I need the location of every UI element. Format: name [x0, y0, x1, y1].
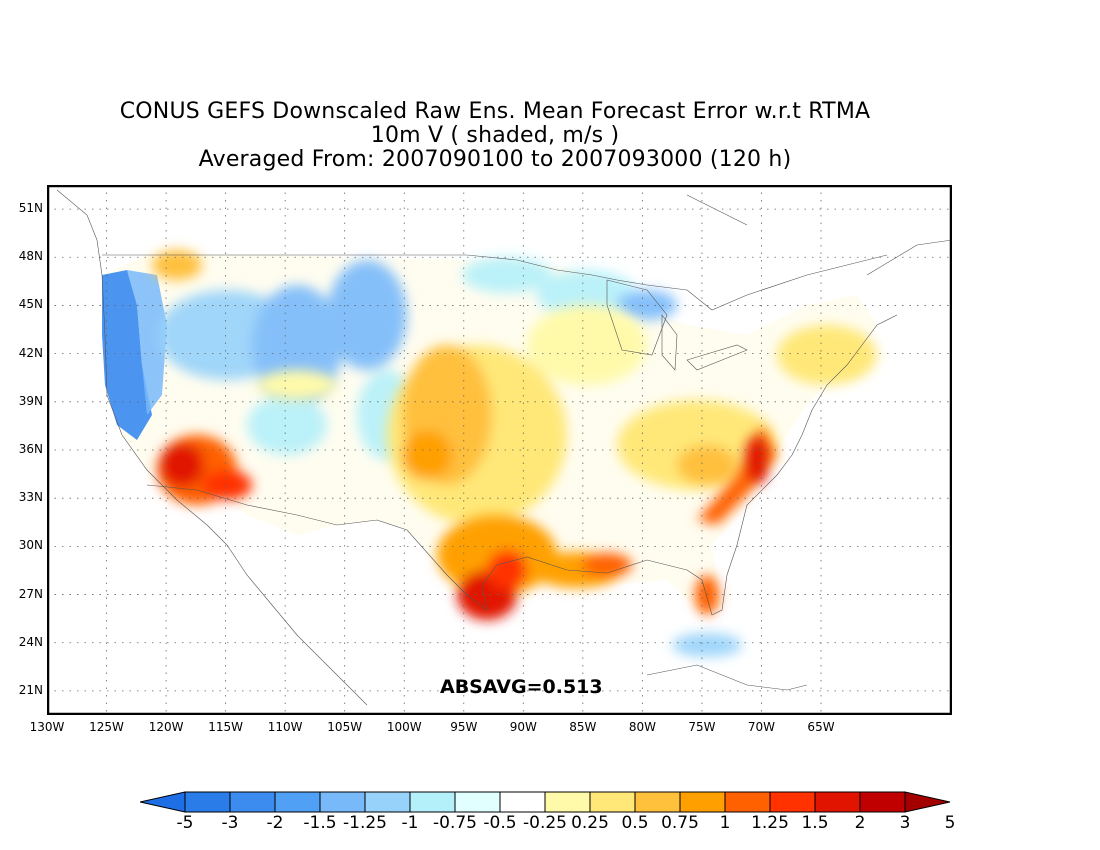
colorbar-tick-label: -0.5	[483, 813, 517, 833]
lon-tick-label: 70W	[747, 720, 776, 734]
colorbar-tick-label: 0.75	[661, 813, 699, 833]
colorbar-tick-label: -1.5	[303, 813, 337, 833]
us-mexico-border	[146, 484, 488, 611]
colorbar-segment	[859, 791, 906, 813]
lat-tick-label: 42N	[18, 345, 43, 360]
map-title: CONUS GEFS Downscaled Raw Ens. Mean Fore…	[0, 100, 990, 172]
lat-tick-label: 27N	[18, 586, 43, 601]
shaded-field	[102, 250, 877, 657]
lon-tick-label: 130W	[29, 720, 65, 734]
coastline-and-borders	[56, 189, 952, 706]
colorbar-segment	[904, 791, 950, 813]
lon-tick-label: 105W	[327, 720, 363, 734]
colorbar-segment	[319, 791, 366, 813]
colorbar-segment	[724, 791, 771, 813]
lat-tick-label: 48N	[18, 249, 43, 264]
absavg-label: ABSAVG=0.513	[440, 676, 603, 698]
lat-tick-label: 36N	[18, 442, 43, 456]
lon-tick-label: 85W	[569, 720, 597, 734]
lat-tick-label: 30N	[18, 538, 43, 553]
lon-tick-label: 90W	[509, 720, 537, 734]
map-panel	[47, 185, 952, 715]
colorbar-segment	[409, 791, 456, 813]
colorbar-tick-label: 0.25	[571, 813, 609, 833]
colorbar-tick-label: -0.25	[523, 813, 567, 833]
colorbar	[140, 791, 950, 813]
lon-tick-label: 75W	[688, 720, 716, 734]
colorbar-tick-label: -0.75	[433, 813, 477, 833]
map-canvas	[47, 185, 952, 715]
us-canada-border	[102, 254, 888, 311]
lat-tick-label: 24N	[18, 634, 43, 649]
colorbar-tick-label: 1.5	[801, 813, 829, 833]
colorbar-segment	[499, 791, 546, 813]
lon-tick-label: 100W	[386, 720, 422, 734]
colorbar-segment	[679, 791, 726, 813]
lat-tick-label: 33N	[18, 490, 43, 505]
colorbar-tick-label: -5	[176, 813, 194, 833]
canada-maritimes	[866, 239, 952, 276]
colorbar-segment	[769, 791, 816, 813]
lon-tick-label: 110W	[267, 720, 303, 734]
yucatan-cuba	[646, 664, 808, 691]
colorbar-tick-label: 1.25	[751, 813, 789, 833]
colorbar-tick-label: -1	[401, 813, 419, 833]
grid-lines	[47, 185, 952, 715]
lat-tick-label: 51N	[18, 201, 43, 216]
title-line-1: CONUS GEFS Downscaled Raw Ens. Mean Fore…	[119, 99, 871, 124]
colorbar-segment	[544, 791, 591, 813]
pacific-coast-shade	[102, 270, 152, 440]
map-border	[47, 185, 952, 715]
colorbar-tick-label: 2	[854, 813, 866, 833]
title-line-3: Averaged From: 2007090100 to 2007093000 …	[198, 147, 792, 172]
colorbar-segment	[274, 791, 321, 813]
gulf-coastline	[481, 314, 898, 616]
colorbar-segment	[589, 791, 636, 813]
colorbar-segment	[814, 791, 861, 813]
colorbar-tick-label: 0.5	[621, 813, 649, 833]
lake-erie	[686, 344, 748, 371]
colorbar-tick-label: 5	[944, 813, 956, 833]
colorbar-segment	[634, 791, 681, 813]
colorbar-tick-label: -3	[221, 813, 239, 833]
lon-tick-label: 125W	[89, 720, 124, 734]
lon-tick-label: 120W	[148, 720, 184, 734]
lat-tick-label: 39N	[18, 393, 43, 408]
title-line-2: 10m V ( shaded, m/s )	[370, 123, 620, 148]
lon-tick-label: 115W	[208, 720, 243, 734]
colorbar-segment	[364, 791, 411, 813]
colorbar-segment	[454, 791, 501, 813]
lake-michigan	[661, 314, 678, 371]
colorbar-tick-label: 1	[719, 813, 731, 833]
colorbar-tick-label: 3	[899, 813, 911, 833]
great-lakes-outline	[606, 279, 668, 356]
colorbar-tick-label: -1.25	[343, 813, 387, 833]
colorbar-segment	[229, 791, 276, 813]
pacific-inland-shade	[127, 270, 167, 415]
coastline	[56, 189, 368, 706]
hudson-bay-edge	[686, 194, 748, 226]
lon-tick-label: 80W	[628, 720, 656, 734]
lat-tick-label: 45N	[18, 297, 43, 312]
colorbar-tick-label: -2	[266, 813, 284, 833]
colorbar-segment	[140, 791, 186, 813]
colorbar-segment	[184, 791, 231, 813]
lat-tick-label: 21N	[18, 682, 43, 697]
lon-tick-label: 65W	[807, 720, 835, 734]
lon-tick-label: 95W	[450, 720, 478, 734]
